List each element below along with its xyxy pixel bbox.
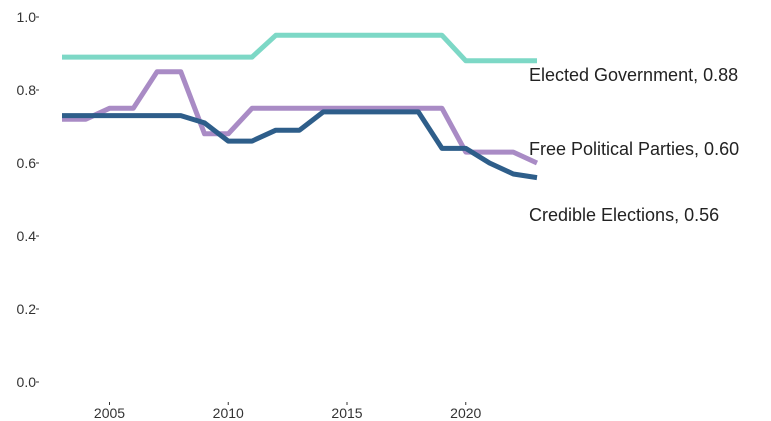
series-end-label: Credible Elections, 0.56: [529, 205, 719, 225]
y-tick-label: 0.6: [17, 155, 37, 171]
series-end-label: Elected Government, 0.88: [529, 65, 738, 85]
y-tick-label: 0.4: [17, 228, 37, 244]
series-labels: Elected Government, 0.88 Free Political P…: [529, 65, 739, 225]
y-tick-label: 0.0: [17, 374, 37, 390]
x-axis: 2005 2010 2015 2020: [94, 402, 482, 421]
y-tick-label: 0.2: [17, 301, 37, 317]
x-tick-label: 2020: [450, 405, 481, 421]
series-line-credible-elections: [62, 109, 538, 181]
x-tick-label: 2015: [331, 405, 362, 421]
y-axis: 0.0 0.2 0.4 0.6 0.8 1.0: [17, 9, 39, 390]
y-tick-label: 1.0: [17, 9, 37, 25]
series-line-elected-government: [62, 32, 537, 64]
x-tick-label: 2005: [94, 405, 125, 421]
y-tick-label: 0.8: [17, 82, 37, 98]
series-line-free-political-parties: [62, 69, 539, 166]
x-tick-label: 2010: [213, 405, 244, 421]
series-lines: [62, 32, 539, 181]
series-end-label: Free Political Parties, 0.60: [529, 139, 739, 159]
